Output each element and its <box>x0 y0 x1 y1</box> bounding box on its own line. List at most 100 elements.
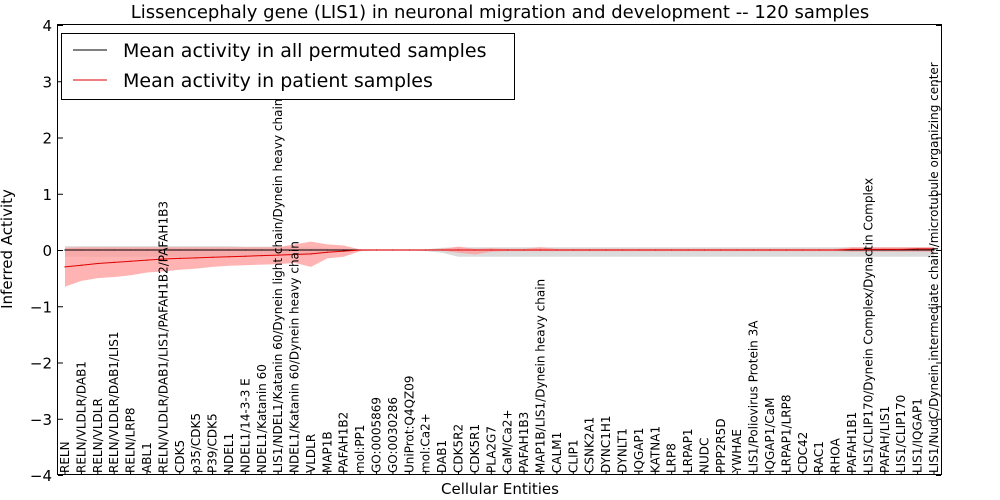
x-tick-label: DYNC1H1 <box>599 415 613 473</box>
patient-point-10 <box>228 256 230 258</box>
patient-point-52 <box>917 248 919 250</box>
x-tick-label: mol:PP1 <box>353 424 367 473</box>
patient-point-19 <box>375 249 378 251</box>
x-tick-label: GO:0005869 <box>370 397 384 473</box>
x-tick-label: YWHAE <box>730 429 744 474</box>
x-tick-label: NUDC <box>698 438 712 473</box>
y-tick-label: −1 <box>30 298 52 316</box>
x-tick-label: NDEL1/Katanin 60 <box>255 364 269 473</box>
patient-point-14 <box>293 253 296 256</box>
x-tick-label: mol:Ca2+ <box>419 413 433 473</box>
legend-label-patient: Mean activity in patient samples <box>123 70 433 92</box>
x-tick-label: p35/CDK5 <box>189 413 203 473</box>
patient-point-32 <box>589 249 591 251</box>
patient-point-44 <box>785 249 788 251</box>
x-axis-label: Cellular Entities <box>441 480 559 498</box>
patient-point-36 <box>654 249 656 251</box>
x-tick-label: PLA2G7 <box>484 426 498 473</box>
y-tick-label: 2 <box>42 130 52 148</box>
x-tick-label: CALM1 <box>550 432 564 473</box>
legend-box <box>61 33 515 100</box>
patient-point-20 <box>392 249 394 251</box>
x-tick-label: GO:0030286 <box>386 397 400 473</box>
permuted-point-13 <box>277 249 279 251</box>
patient-point-23 <box>441 249 443 251</box>
x-tick-label: PAFAH1B2 <box>337 412 351 473</box>
patient-point-18 <box>359 249 361 251</box>
patient-point-39 <box>703 249 706 251</box>
x-tick-label: RELN/VLDLR/DAB1 <box>74 361 88 473</box>
y-tick-label: 0 <box>42 242 52 260</box>
patient-point-11 <box>244 255 246 257</box>
x-tick-label: RELN/VLDLR <box>91 398 105 473</box>
x-tick-label: LIS1/NudC/Dynein intermediate chain/micr… <box>927 62 941 473</box>
patient-point-0 <box>64 266 66 268</box>
patient-point-26 <box>490 249 492 251</box>
patient-point-51 <box>900 248 902 250</box>
plot-frame <box>57 24 942 475</box>
x-tick-label: NDEL1/Katanin 60/Dynein heavy chain <box>288 241 302 473</box>
legend: Mean activity in all permuted samples Me… <box>61 33 515 100</box>
permuted-point-9 <box>212 249 214 251</box>
patient-point-13 <box>277 254 279 256</box>
x-tick-label: CaM/Ca2+ <box>501 409 515 473</box>
patient-point-21 <box>408 249 410 251</box>
patient-point-33 <box>605 249 607 251</box>
patient-point-9 <box>212 256 214 258</box>
x-tick-label: CSNK2A1 <box>583 417 597 473</box>
permuted-point-8 <box>195 249 197 251</box>
patient-point-35 <box>638 249 640 251</box>
x-tick-label: LIS1/Poliovirus Protein 3A <box>747 320 761 473</box>
x-tick-label: RELN <box>58 441 72 473</box>
patient-point-28 <box>523 249 525 251</box>
x-tick-label: MAP1B/LIS1/Dynein heavy chain <box>534 279 548 473</box>
patient-point-15 <box>310 253 312 255</box>
permuted-point-15 <box>310 249 312 251</box>
x-tick-label: VLDLR <box>304 434 318 473</box>
x-tick-label: PPP2R5D <box>714 418 728 473</box>
x-tick-label: RHOA <box>829 437 843 473</box>
x-tick-label: ABL1 <box>140 442 154 473</box>
patient-point-1 <box>80 264 82 266</box>
x-tick-label: RELN/VLDLR/DAB1/LIS1 <box>107 332 121 473</box>
x-tick-label: LRPAP1/LRP8 <box>779 394 793 473</box>
permuted-point-10 <box>228 249 230 251</box>
patient-mean-line <box>64 248 934 268</box>
patient-point-24 <box>457 249 460 251</box>
x-tick-label: PAFAH/LIS1 <box>878 406 892 473</box>
patient-point-16 <box>326 251 328 253</box>
permuted-point-1 <box>80 249 82 251</box>
x-tick-label: LIS1/CLIP170 <box>894 395 908 473</box>
patient-point-45 <box>802 249 804 251</box>
x-tick-label: IQGAP1 <box>632 428 646 473</box>
x-tick-label: P39/CDK5 <box>206 413 220 473</box>
patient-point-53 <box>933 248 935 250</box>
patient-point-41 <box>736 249 738 251</box>
x-tick-label: CLIP1 <box>566 440 580 473</box>
patient-point-37 <box>671 249 673 251</box>
patient-point-7 <box>179 257 181 259</box>
x-tick-label: UniProt:Q4QZ09 <box>402 375 416 473</box>
x-tick-label: CDK5R1 <box>468 424 482 473</box>
y-tick-label: −4 <box>30 467 52 485</box>
x-tick-label: NDEL1/14-3-3 E <box>238 378 252 473</box>
x-tick-label: LRP8 <box>665 443 679 473</box>
x-tick-label: MAP1B <box>320 431 334 473</box>
y-tick-label: 1 <box>42 186 52 204</box>
permuted-point-2 <box>97 249 99 251</box>
chart-title: Lissencephaly gene (LIS1) in neuronal mi… <box>131 2 870 23</box>
patient-point-25 <box>474 249 476 251</box>
x-tick-label: DAB1 <box>435 440 449 473</box>
patient-point-5 <box>146 259 148 261</box>
legend-label-permuted: Mean activity in all permuted samples <box>123 40 486 62</box>
y-tick-label: 4 <box>42 17 52 35</box>
patient-point-27 <box>507 249 509 251</box>
permuted-point-53 <box>933 249 935 251</box>
patient-point-6 <box>162 258 164 260</box>
x-tick-label: IQGAP1/CaM <box>763 398 777 474</box>
patient-point-40 <box>720 249 722 251</box>
patient-point-30 <box>556 249 558 251</box>
permuted-point-6 <box>162 249 164 251</box>
patient-point-31 <box>572 249 574 251</box>
y-tick-label: 3 <box>42 73 52 91</box>
